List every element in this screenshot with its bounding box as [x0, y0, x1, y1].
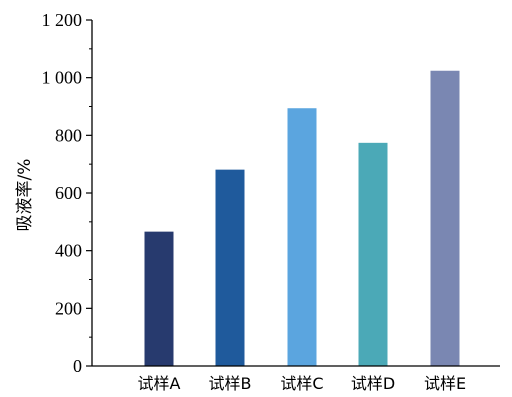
bar-4	[358, 142, 388, 366]
bar-2	[215, 169, 245, 366]
bar-3	[287, 108, 317, 366]
y-tick-label: 0	[73, 356, 82, 376]
y-axis-label: 吸液率/%	[15, 159, 35, 232]
y-tick-label: 800	[55, 125, 82, 145]
x-category-label: 试样E	[424, 374, 466, 393]
bars-group	[144, 70, 460, 366]
y-tick-label: 1 200	[42, 10, 83, 30]
y-tick-label: 1 000	[42, 68, 83, 88]
y-tick-label: 600	[55, 183, 82, 203]
y-tick-label: 400	[55, 241, 82, 261]
bar-5	[430, 70, 460, 366]
x-category-label: 试样D	[351, 374, 395, 393]
y-axis-ticks: 0 200 400 600 800 1 000 1 200	[42, 10, 92, 376]
x-category-label: 试样C	[280, 374, 323, 393]
x-category-label: 试样A	[138, 374, 181, 393]
x-axis-labels: 试样A 试样B 试样C 试样D 试样E	[138, 374, 467, 393]
y-tick-label: 200	[55, 298, 82, 318]
x-category-label: 试样B	[209, 374, 252, 393]
bar-1	[144, 231, 174, 366]
